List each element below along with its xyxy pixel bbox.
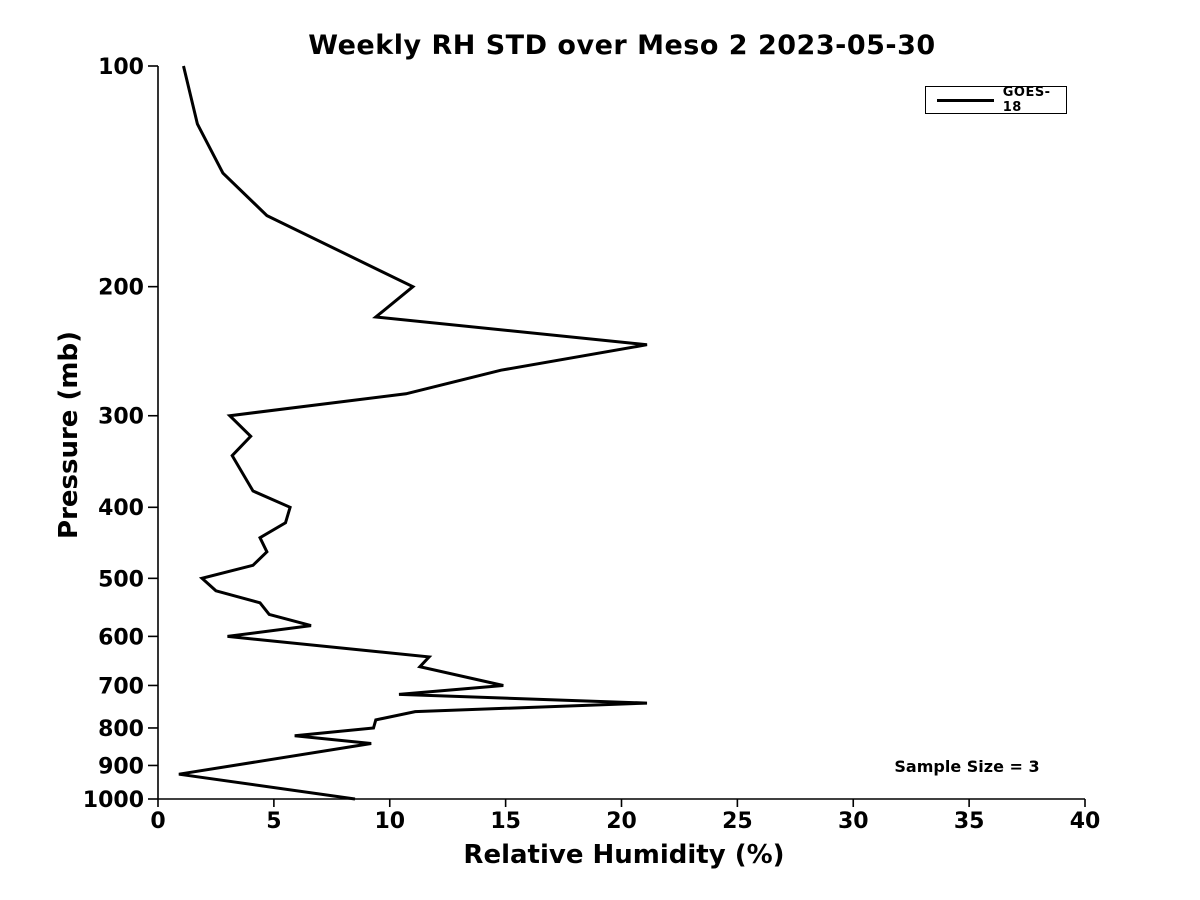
y-tick-label: 1000 bbox=[83, 788, 144, 813]
x-tick-label: 0 bbox=[150, 809, 165, 834]
rh-std-line-goes-18 bbox=[178, 65, 648, 801]
legend-label: GOES-18 bbox=[1002, 85, 1051, 115]
x-tick-label: 5 bbox=[266, 809, 281, 834]
x-tick-label: 25 bbox=[722, 809, 753, 834]
legend-box: GOES-18 bbox=[925, 85, 1067, 115]
legend-line-sample-icon bbox=[937, 98, 994, 102]
y-tick-label: 600 bbox=[98, 625, 144, 650]
x-tick-label: 35 bbox=[954, 809, 985, 834]
y-axis-label: Pressure (mb) bbox=[54, 331, 84, 539]
y-tick-label: 700 bbox=[98, 674, 144, 699]
chart-title: Weekly RH STD over Meso 2 2023-05-30 bbox=[308, 30, 936, 61]
x-tick-label: 15 bbox=[490, 809, 521, 834]
y-tick-label: 100 bbox=[98, 55, 144, 80]
x-tick-label: 20 bbox=[606, 809, 637, 834]
y-tick-label: 500 bbox=[98, 567, 144, 592]
x-tick-label: 40 bbox=[1070, 809, 1101, 834]
x-tick-label: 10 bbox=[374, 809, 405, 834]
y-tick-label: 200 bbox=[98, 276, 144, 301]
x-axis-label: Relative Humidity (%) bbox=[463, 840, 785, 870]
sample-size-annotation: Sample Size = 3 bbox=[894, 757, 1040, 776]
y-tick-label: 800 bbox=[98, 717, 144, 742]
y-tick-label: 300 bbox=[98, 405, 144, 430]
x-tick-label: 30 bbox=[838, 809, 869, 834]
y-tick-label: 900 bbox=[98, 754, 144, 779]
y-tick-label: 400 bbox=[98, 496, 144, 521]
